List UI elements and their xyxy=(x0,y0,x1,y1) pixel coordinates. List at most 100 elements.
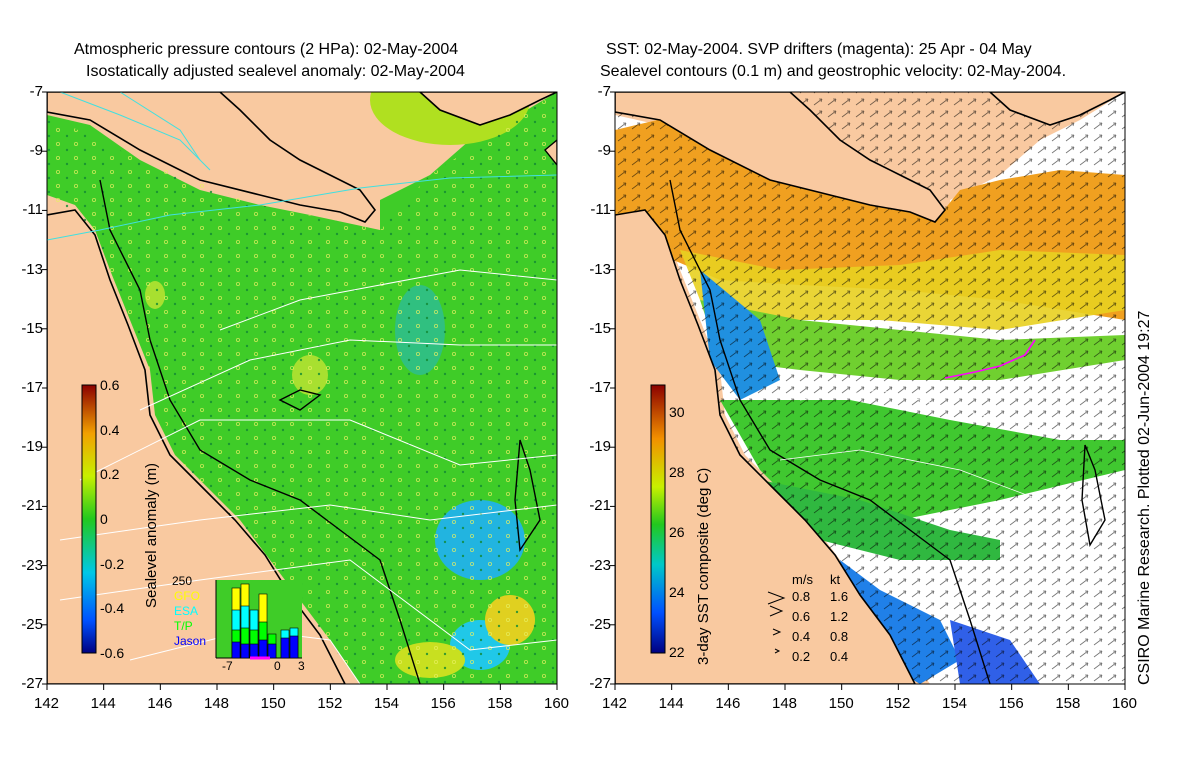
inset-histogram xyxy=(215,580,302,660)
left-island xyxy=(544,139,557,167)
colorbar-tick-label: 0.2 xyxy=(100,466,120,483)
speed-legend-ms: 0.6 xyxy=(792,609,811,624)
lat-tick-label: -7 xyxy=(29,83,43,100)
pressure-contour xyxy=(79,419,557,481)
colorbar-tick-label: 30 xyxy=(669,404,685,420)
colorbar-tick-label: -0.6 xyxy=(100,645,125,661)
speed-legend-arrows xyxy=(767,591,786,654)
inset-legend-label: ESA xyxy=(174,604,199,618)
axis-ticks xyxy=(42,91,1126,690)
lon-tick-label: 160 xyxy=(1112,695,1138,712)
speed-legend-kt: 1.6 xyxy=(830,589,849,604)
lat-tick-label: -27 xyxy=(589,675,611,692)
lat-tick-label: -19 xyxy=(21,438,43,456)
speed-legend-ms: 0.4 xyxy=(792,629,811,644)
inset-legend-label: T/P xyxy=(174,619,193,633)
lon-tick-label: 156 xyxy=(998,695,1024,712)
lon-tick-label: 160 xyxy=(544,695,570,712)
lon-tick-label: 154 xyxy=(942,695,968,712)
right-colorbar xyxy=(650,384,666,654)
lon-tick-label: 158 xyxy=(1055,695,1081,712)
lat-tick-label: -23 xyxy=(21,556,43,574)
left-title-line1: Atmospheric pressure contours (2 HPa): 0… xyxy=(74,41,459,58)
speed-legend-header-kt: kt xyxy=(830,572,841,587)
colorbar-tick-label: 28 xyxy=(669,464,685,480)
right-map xyxy=(615,92,1125,684)
left-newguinea-coast xyxy=(47,92,377,223)
sealevel-contour xyxy=(799,389,1051,431)
speed-legend-header-ms: m/s xyxy=(792,572,813,587)
inset-xtick-label: -7 xyxy=(222,659,233,673)
speed-legend-kt: 1.2 xyxy=(830,609,849,624)
lon-tick-label: 150 xyxy=(828,695,854,712)
pressure-contour xyxy=(59,92,211,171)
colorbar-tick-label: 0 xyxy=(100,511,108,527)
credit-text: CSIRO Marine Research. Plotted 02-Jun-20… xyxy=(1136,310,1153,685)
pressure-contour xyxy=(59,504,557,541)
left-australia-coast xyxy=(47,209,346,684)
left-depth-contour xyxy=(99,179,421,684)
left-title-line2: Isostatically adjusted sealevel anomaly:… xyxy=(86,63,465,80)
lat-tick-label: -13 xyxy=(21,260,43,278)
lat-tick-label: -15 xyxy=(589,319,611,337)
lat-tick-label: -7 xyxy=(597,83,611,100)
svp-drifter-track xyxy=(944,339,1036,379)
inset-legend-label: Jason xyxy=(174,634,207,648)
colorbar-tick-label: 24 xyxy=(669,584,685,600)
colorbar-tick-label: 22 xyxy=(669,644,685,660)
lat-tick-label: -15 xyxy=(21,319,43,337)
lat-tick-label: -11 xyxy=(590,201,611,219)
left-colorbar xyxy=(81,384,97,654)
lat-tick-label: -27 xyxy=(21,675,43,692)
lat-tick-label: -11 xyxy=(22,201,43,219)
lat-tick-label: -9 xyxy=(29,142,43,160)
lon-tick-label: 158 xyxy=(487,695,513,712)
left-reef-outline xyxy=(514,439,541,553)
right-reef-outline xyxy=(1081,444,1106,547)
pressure-contour xyxy=(219,269,557,331)
sealevel-contour xyxy=(779,449,1041,501)
left-reef-outline-2 xyxy=(278,389,322,411)
lat-tick-label: -21 xyxy=(21,497,43,515)
lat-tick-label: -25 xyxy=(589,615,611,633)
lat-tick-label: -13 xyxy=(589,260,611,278)
lat-tick-label: -9 xyxy=(597,142,611,160)
lon-tick-label: 146 xyxy=(147,695,173,712)
lon-tick-label: 144 xyxy=(658,695,684,712)
right-title-line1: SST: 02-May-2004. SVP drifters (magenta)… xyxy=(606,41,1032,58)
inset-xtick-label: 3 xyxy=(298,659,305,673)
lat-tick-label: -21 xyxy=(589,497,611,515)
lat-tick-label: -25 xyxy=(21,615,43,633)
colorbar-tick-label: 0.6 xyxy=(100,377,120,393)
lon-tick-label: 148 xyxy=(204,695,230,712)
lon-tick-label: 148 xyxy=(772,695,798,712)
colorbar-tick-label: -0.2 xyxy=(100,555,125,572)
speed-legend-ms: 0.8 xyxy=(792,589,811,604)
lat-tick-label: -17 xyxy=(589,379,611,396)
pressure-contour xyxy=(47,174,557,241)
speed-legend-ms: 0.2 xyxy=(792,649,811,664)
left-newbritain xyxy=(418,92,557,126)
lat-tick-label: -23 xyxy=(589,556,611,574)
lat-tick-label: -19 xyxy=(589,438,611,456)
lon-tick-label: 156 xyxy=(430,695,456,712)
right-colorbar-label: 3-day SST composite (deg C) xyxy=(695,467,712,665)
lon-tick-label: 152 xyxy=(317,695,343,712)
lat-tick-label: -17 xyxy=(21,379,43,396)
pressure-contour xyxy=(59,559,557,651)
inset-xtick-label: 0 xyxy=(274,659,281,673)
lon-tick-label: 154 xyxy=(374,695,400,712)
right-newbritain xyxy=(988,92,1125,126)
lon-tick-label: 150 xyxy=(260,695,286,712)
speed-legend-kt: 0.8 xyxy=(830,629,849,644)
colorbar-tick-label: -0.4 xyxy=(100,600,125,617)
colorbar-tick-label: 26 xyxy=(669,524,685,540)
right-australia-coast xyxy=(615,209,916,684)
lon-tick-label: 144 xyxy=(90,695,116,712)
lon-tick-label: 142 xyxy=(602,695,628,712)
lon-tick-label: 142 xyxy=(34,695,60,712)
speed-legend-kt: 0.4 xyxy=(830,649,849,664)
inset-ymax-label: 250 xyxy=(172,574,193,588)
inset-legend-label: GFO xyxy=(174,589,200,603)
